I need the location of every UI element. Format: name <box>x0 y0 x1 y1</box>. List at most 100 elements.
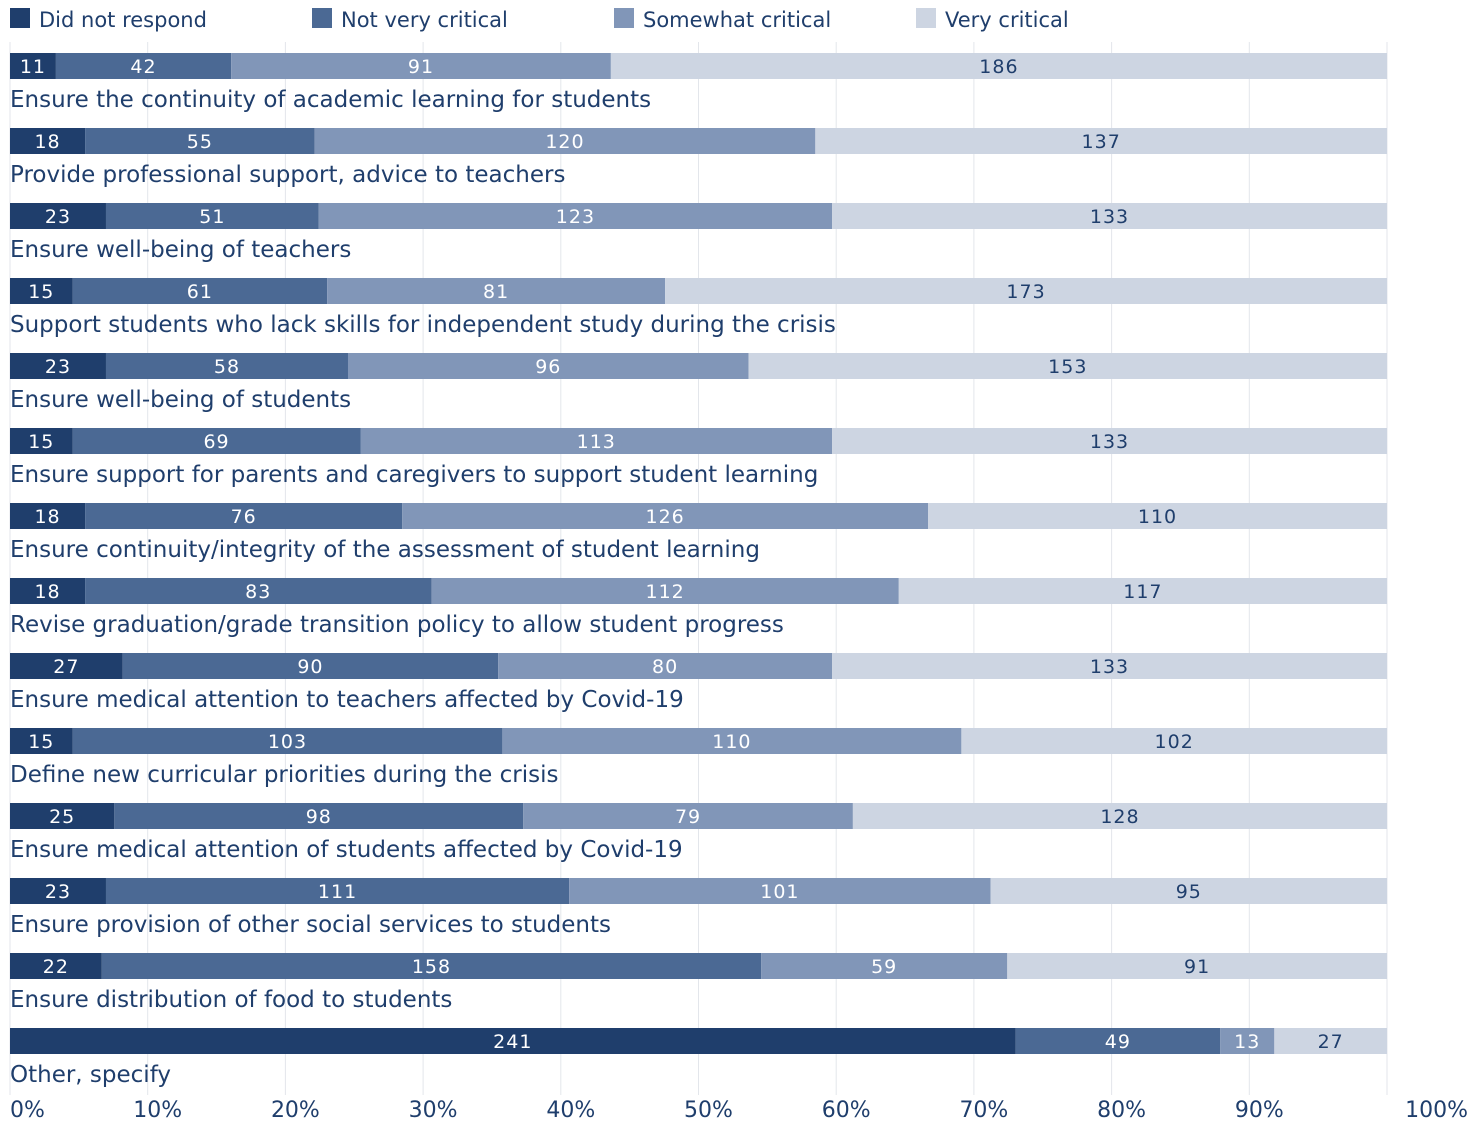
bar-segment-very-critical <box>961 728 1387 754</box>
bar-segment-not-very-critical <box>101 953 762 979</box>
bar-row: 15 103 110 102 Define new curricular priorit… <box>10 728 1387 788</box>
category-label: Ensure distribution of food to students <box>10 987 452 1013</box>
data-label: 112 <box>645 581 684 603</box>
data-label: 27 <box>1318 1031 1344 1053</box>
bar-row: 27 90 80 133 Ensure medical attention to tea… <box>10 653 1387 713</box>
data-label: 103 <box>268 731 307 753</box>
bar-row: 241 49 13 27 Other, specify <box>10 1028 1387 1088</box>
bar-segment-somewhat-critical <box>1220 1028 1275 1054</box>
legend-item-very-critical: Very critical <box>916 8 1069 32</box>
bars: 11 42 91 186 Ensure the continuity of academ… <box>10 53 1387 1088</box>
bar-segment-very-critical <box>665 278 1387 304</box>
data-label: 55 <box>187 131 213 153</box>
bar-segment-did-not-respond <box>10 128 86 154</box>
legend-label: Somewhat critical <box>643 8 831 32</box>
bar-segment-not-very-critical <box>105 203 319 229</box>
category-label: Define new curricular priorities during … <box>10 762 558 788</box>
x-tick-label: 70% <box>959 1098 1008 1123</box>
category-label: Ensure support for parents and caregiver… <box>10 462 818 488</box>
bar-segment-not-very-critical <box>85 578 432 604</box>
data-label: 90 <box>297 656 323 678</box>
x-tick-label: 20% <box>271 1098 320 1123</box>
data-label: 186 <box>979 56 1018 78</box>
bar-row: 15 69 113 133 Ensure support for parents and… <box>10 428 1387 488</box>
data-label: 18 <box>34 506 60 528</box>
category-label: Ensure the continuity of academic learni… <box>10 87 651 113</box>
data-label: 79 <box>675 806 701 828</box>
bar-row: 18 83 112 117 Revise graduation/grade transi… <box>10 578 1387 638</box>
bar-segment-somewhat-critical <box>347 353 749 379</box>
x-tick-label: 40% <box>546 1098 595 1123</box>
data-label: 15 <box>28 731 54 753</box>
legend-label: Very critical <box>945 8 1069 32</box>
bar-segment-somewhat-critical <box>569 878 991 904</box>
bar-segment-very-critical <box>852 803 1387 829</box>
bar-segment-did-not-respond <box>10 53 56 79</box>
data-label: 42 <box>130 56 156 78</box>
bar-segment-not-very-critical <box>1015 1028 1221 1054</box>
bar-segment-not-very-critical <box>105 878 570 904</box>
bar-segment-somewhat-critical <box>327 278 666 304</box>
bar-row: 23 111 101 95 Ensure provision of other soci… <box>10 878 1387 938</box>
data-label: 110 <box>1138 506 1177 528</box>
data-label: 13 <box>1234 1031 1260 1053</box>
category-label: Revise graduation/grade transition polic… <box>10 612 784 638</box>
data-label: 15 <box>28 281 54 303</box>
bar-segment-very-critical <box>1274 1028 1387 1054</box>
x-tick-label: 100% <box>1405 1098 1468 1123</box>
bar-segment-somewhat-critical <box>498 653 833 679</box>
legend-swatch <box>10 8 30 28</box>
data-label: 91 <box>1184 956 1210 978</box>
bar-segment-very-critical <box>815 128 1387 154</box>
category-label: Ensure provision of other social service… <box>10 912 611 938</box>
bar-segment-very-critical <box>990 878 1387 904</box>
bar-segment-did-not-respond <box>10 803 115 829</box>
data-label: 113 <box>577 431 616 453</box>
bar-segment-somewhat-critical <box>761 953 1008 979</box>
bar-row: 23 51 123 133 Ensure well-being of teachers <box>10 203 1387 263</box>
bar-segment-not-very-critical <box>105 353 348 379</box>
bar-segment-did-not-respond <box>10 503 86 529</box>
bar-segment-somewhat-critical <box>360 428 833 454</box>
bar-segment-very-critical <box>1007 953 1387 979</box>
bar-segment-not-very-critical <box>72 428 361 454</box>
legend-label: Did not respond <box>39 8 207 32</box>
data-label: 133 <box>1090 206 1129 228</box>
data-label: 69 <box>203 431 229 453</box>
data-label: 137 <box>1082 131 1121 153</box>
bar-segment-did-not-respond <box>10 1028 1016 1054</box>
data-label: 23 <box>45 356 71 378</box>
data-label: 110 <box>712 731 751 753</box>
bar-segment-did-not-respond <box>10 578 86 604</box>
bar-segment-not-very-critical <box>85 128 315 154</box>
data-label: 133 <box>1090 431 1129 453</box>
data-label: 23 <box>45 881 71 903</box>
bar-segment-did-not-respond <box>10 878 106 904</box>
data-label: 23 <box>45 206 71 228</box>
data-label: 25 <box>49 806 75 828</box>
data-label: 15 <box>28 431 54 453</box>
x-tick-label: 50% <box>684 1098 733 1123</box>
data-label: 59 <box>871 956 897 978</box>
data-label: 81 <box>483 281 509 303</box>
bar-segment-did-not-respond <box>10 728 73 754</box>
bar-segment-not-very-critical <box>114 803 524 829</box>
bar-row: 18 76 126 110 Ensure continuity/integrity of… <box>10 503 1387 563</box>
category-label: Ensure medical attention of students aff… <box>10 837 683 863</box>
legend-item-not-very-critical: Not very critical <box>312 8 508 32</box>
data-label: 158 <box>412 956 451 978</box>
data-label: 18 <box>34 131 60 153</box>
legend-swatch <box>312 8 332 28</box>
bar-segment-very-critical <box>610 53 1387 79</box>
data-label: 11 <box>20 56 46 78</box>
legend: Did not respond Not very critical Somewhat… <box>10 8 1069 32</box>
data-label: 101 <box>760 881 799 903</box>
data-label: 95 <box>1176 881 1202 903</box>
category-label: Provide professional support, advice to … <box>10 162 565 188</box>
data-label: 76 <box>231 506 257 528</box>
bar-row: 11 42 91 186 Ensure the continuity of academ… <box>10 53 1387 113</box>
bar-segment-somewhat-critical <box>231 53 611 79</box>
bar-segment-somewhat-critical <box>502 728 962 754</box>
